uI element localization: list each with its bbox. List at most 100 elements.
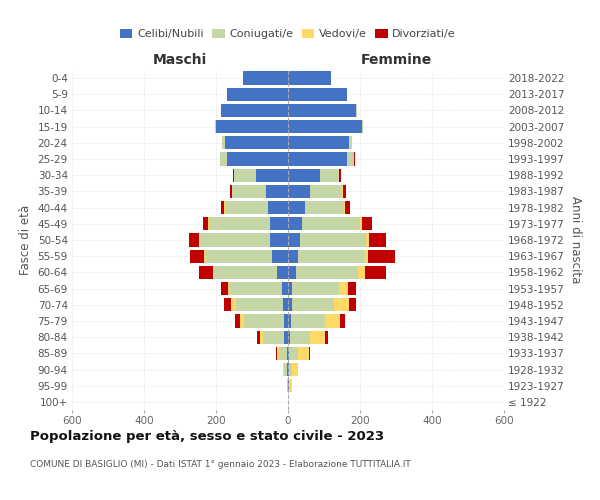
Bar — [366, 234, 369, 246]
Bar — [225, 201, 268, 214]
Bar — [233, 168, 234, 182]
Bar — [288, 152, 347, 166]
Bar — [288, 201, 305, 214]
Bar — [365, 250, 368, 263]
Bar — [339, 282, 349, 295]
Bar — [298, 250, 365, 263]
Bar — [288, 346, 289, 360]
Bar — [334, 298, 349, 312]
Bar — [204, 250, 205, 263]
Bar — [266, 185, 288, 198]
Bar — [340, 168, 341, 182]
Bar — [345, 201, 350, 214]
Legend: Celibi/Nubili, Coniugati/e, Vedovi/e, Divorziati/e: Celibi/Nubili, Coniugati/e, Vedovi/e, Di… — [116, 24, 460, 44]
Bar — [342, 185, 343, 198]
Bar — [344, 201, 345, 214]
Bar — [229, 282, 281, 295]
Bar — [221, 201, 224, 214]
Bar — [284, 363, 287, 376]
Bar — [288, 282, 292, 295]
Bar — [292, 363, 298, 376]
Bar — [368, 250, 395, 263]
Bar — [224, 201, 225, 214]
Text: Popolazione per età, sesso e stato civile - 2023: Popolazione per età, sesso e stato civil… — [30, 430, 384, 443]
Bar — [365, 266, 386, 279]
Bar — [276, 346, 277, 360]
Bar — [288, 104, 356, 117]
Bar — [284, 314, 288, 328]
Bar — [302, 217, 360, 230]
Bar — [235, 314, 241, 328]
Bar — [227, 88, 288, 101]
Bar — [343, 185, 346, 198]
Bar — [214, 266, 277, 279]
Bar — [213, 266, 214, 279]
Bar — [288, 363, 289, 376]
Bar — [310, 185, 342, 198]
Y-axis label: Fasce di età: Fasce di età — [19, 205, 32, 275]
Text: Maschi: Maschi — [153, 53, 207, 67]
Bar — [325, 314, 340, 328]
Bar — [292, 298, 334, 312]
Bar — [244, 314, 284, 328]
Bar — [291, 314, 325, 328]
Bar — [289, 346, 298, 360]
Bar — [199, 234, 200, 246]
Bar — [272, 250, 288, 263]
Bar — [227, 282, 229, 295]
Bar — [362, 120, 363, 134]
Bar — [224, 298, 232, 312]
Bar — [287, 346, 288, 360]
Bar — [230, 185, 232, 198]
Bar — [236, 298, 283, 312]
Bar — [225, 136, 288, 149]
Bar — [209, 217, 270, 230]
Bar — [277, 266, 288, 279]
Bar — [278, 346, 287, 360]
Bar — [277, 346, 278, 360]
Bar — [190, 250, 204, 263]
Bar — [310, 330, 325, 344]
Bar — [227, 152, 288, 166]
Bar — [234, 168, 256, 182]
Bar — [222, 136, 225, 149]
Bar — [208, 217, 209, 230]
Bar — [257, 330, 260, 344]
Bar — [283, 298, 288, 312]
Bar — [288, 379, 289, 392]
Bar — [260, 330, 263, 344]
Bar — [288, 266, 296, 279]
Bar — [360, 217, 362, 230]
Bar — [358, 266, 365, 279]
Bar — [369, 234, 386, 246]
Bar — [288, 298, 292, 312]
Bar — [221, 104, 288, 117]
Y-axis label: Anni di nascita: Anni di nascita — [569, 196, 581, 284]
Bar — [281, 282, 288, 295]
Bar — [215, 120, 216, 134]
Bar — [203, 217, 208, 230]
Bar — [354, 152, 355, 166]
Bar — [290, 330, 310, 344]
Bar — [362, 217, 372, 230]
Bar — [298, 346, 309, 360]
Bar — [268, 201, 288, 214]
Bar — [349, 136, 352, 149]
Bar — [299, 234, 366, 246]
Bar — [289, 379, 292, 392]
Bar — [270, 234, 288, 246]
Bar — [349, 298, 356, 312]
Bar — [232, 185, 266, 198]
Bar — [221, 282, 227, 295]
Bar — [309, 346, 310, 360]
Bar — [288, 168, 320, 182]
Bar — [200, 234, 270, 246]
Bar — [288, 330, 290, 344]
Bar — [289, 363, 292, 376]
Bar — [288, 88, 347, 101]
Bar — [284, 330, 288, 344]
Bar — [288, 136, 349, 149]
Bar — [292, 282, 339, 295]
Bar — [347, 152, 354, 166]
Bar — [325, 330, 328, 344]
